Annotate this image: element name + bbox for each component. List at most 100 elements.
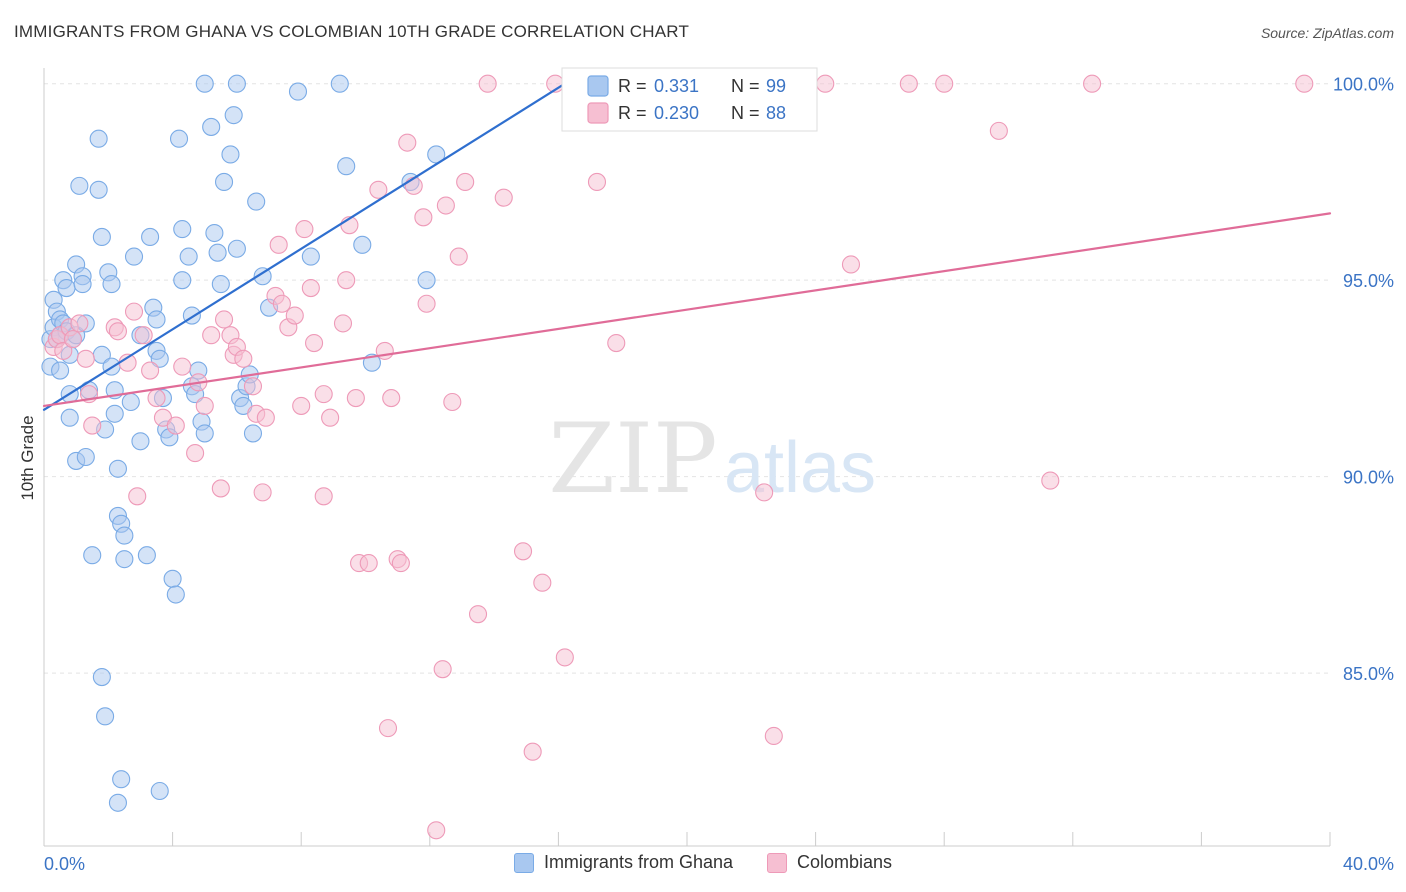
data-point [494,188,513,207]
data-point [92,667,111,687]
data-point [73,275,92,294]
data-point [105,404,124,423]
source-label: Source: ZipAtlas.com [1260,25,1394,41]
data-point [468,605,488,624]
data-point [124,302,144,321]
data-point [214,310,234,329]
data-point [179,247,198,266]
stats-legend-swatch-ghana [587,75,609,97]
data-point [124,247,144,266]
data-point [989,121,1008,140]
stats-legend-r-value-colombians: 0.230 [654,103,699,123]
data-point [353,235,372,254]
data-point [427,821,446,840]
data-point [83,416,102,435]
data-point [195,424,214,443]
x-tick-label-min: 0.0% [44,854,85,874]
data-point [764,726,783,746]
data-point [70,176,89,195]
data-point [285,306,304,325]
data-point [108,322,127,341]
data-point [128,487,147,506]
data-point [369,180,388,199]
data-point [147,310,166,329]
legend-swatch-ghana [513,852,534,873]
data-point [899,74,918,93]
data-point [427,145,446,164]
y-axis-label: 10th Grade [18,415,37,500]
stats-legend-swatch-colombians [587,102,609,124]
data-point [202,117,221,136]
x-ticks [43,832,1331,846]
data-point [433,660,452,679]
x-tick-label-max: 40.0% [1343,854,1394,874]
data-point [163,569,182,588]
legend-swatch-colombians [767,852,787,873]
data-point [221,145,240,164]
data-point [234,349,253,368]
y-tick-label: 95.0% [1343,271,1394,291]
data-point [92,227,111,247]
data-point [301,278,320,298]
data-point [1041,471,1060,490]
data-point [301,247,320,266]
y-tick-label: 90.0% [1343,468,1394,488]
data-point [115,526,134,545]
data-point [346,389,365,408]
data-point [449,247,468,266]
chart-title: IMMIGRANTS FROM GHANA VS COLOMBIAN 10TH … [14,22,690,41]
data-point [227,239,246,258]
data-point [417,294,436,313]
data-point [169,129,189,148]
data-point [533,573,552,592]
stats-legend-r-value-ghana: 0.331 [654,76,699,96]
data-point [555,648,574,667]
data-point [195,396,214,415]
data-point [404,176,423,195]
data-point [76,349,95,368]
data-point [816,74,835,93]
data-point [211,275,230,294]
data-point [186,444,205,463]
data-point [208,243,227,262]
data-point [305,334,324,353]
data-point [256,408,275,427]
data-point [131,432,150,451]
data-point [89,180,108,199]
data-point [224,106,243,125]
trend-line-colombians [42,212,1332,408]
data-point [166,585,185,604]
data-point [414,208,433,227]
data-point [76,447,95,467]
data-point [96,707,115,726]
data-point [166,416,185,435]
data-point [150,781,169,801]
data-point [205,223,224,243]
data-point [83,546,102,565]
watermark-atlas: atlas [724,428,876,508]
data-point [1083,74,1102,93]
data-point [173,220,192,239]
data-point [607,334,626,353]
data-point [841,255,861,274]
data-point [147,389,166,408]
stats-legend-n-value-ghana: 99 [766,76,786,96]
grid [44,83,1330,674]
data-point [51,361,70,380]
stats-legend-n-value-colombians: 88 [766,103,786,123]
data-point [587,172,607,191]
data-point [243,377,263,396]
legend-item-colombians[interactable]: Colombians [767,852,892,873]
data-point [202,326,221,345]
data-point [57,278,76,298]
data-point [141,227,160,247]
data-point [137,546,156,565]
data-point [115,550,134,569]
data-point [54,341,73,360]
legend-item-ghana[interactable]: Immigrants from Ghana [513,852,733,873]
data-point [173,271,192,290]
data-point [417,271,436,290]
data-point [443,392,462,412]
data-point [108,793,127,812]
